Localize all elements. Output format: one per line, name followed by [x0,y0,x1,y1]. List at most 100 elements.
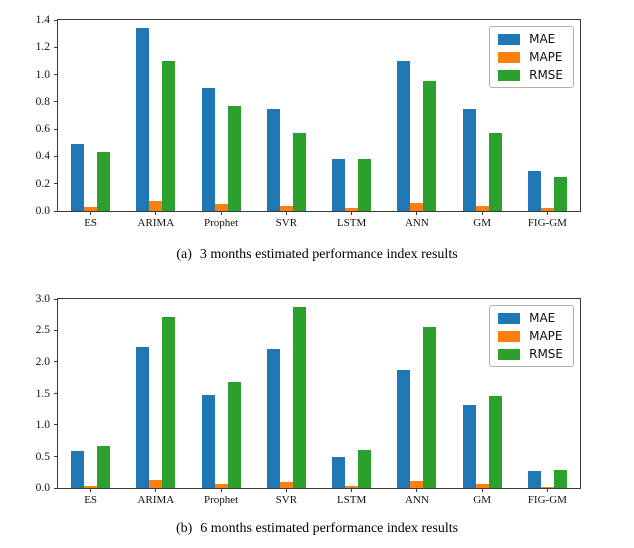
bar-mape-gm [475,484,489,488]
bar-rmse-lstm [358,449,372,488]
legend-label: MAE [529,311,556,325]
bar-mape-arima [149,480,163,488]
x-tick-mark [285,488,287,492]
x-tick-label: ES [84,217,98,229]
y-tick-mark [54,210,58,212]
legend-label: MAE [529,32,556,46]
x-tick-label: GM [473,494,491,506]
x-tick-mark [351,211,353,215]
legend: MAE MAPE RMSE [489,305,574,367]
legend: MAE MAPE RMSE [489,26,574,88]
bar-mape-gm [475,205,489,211]
y-tick-label: 0.2 [35,177,50,190]
bar-mae-arima [136,346,150,488]
bar-mae-es [71,450,85,488]
bar-mape-prophet [214,483,228,488]
x-tick-label: LSTM [336,494,367,506]
x-tick-label: SVR [275,494,298,506]
y-tick-label: 3.0 [35,293,50,305]
x-tick-mark [285,211,287,215]
bar-mape-es [84,206,98,211]
x-tick-mark [220,211,222,215]
bar-mape-svr [279,205,293,211]
bar-mae-prophet [201,88,215,211]
legend-entry-mape: MAPE [498,330,563,342]
y-tick-label: 1.2 [35,41,50,54]
bar-rmse-arima [162,60,176,211]
y-tick-mark [54,298,58,300]
x-tick-label: SVR [275,217,298,229]
x-tick-mark [546,211,548,215]
y-tick-mark [54,393,58,394]
y-tick-mark [54,101,58,103]
x-tick-mark [416,211,418,215]
chart-a-caption-text: 3 months estimated performance index res… [199,247,458,262]
x-tick-mark [351,488,353,492]
y-tick-label: 0.6 [35,123,50,136]
legend-label: RMSE [529,347,563,361]
legend-swatch-mape [498,51,521,63]
x-tick-label: Prophet [204,494,239,506]
bar-mae-lstm [332,456,346,488]
legend-swatch-mape [498,330,521,342]
bar-rmse-gm [488,396,502,488]
x-tick-mark [155,211,157,215]
bar-mae-lstm [332,159,346,211]
chart-b-caption: (b) 6 months estimated performance index … [0,521,634,537]
legend-swatch-rmse [498,69,521,81]
bar-mae-ann [397,60,411,211]
y-tick-label: 0.0 [35,482,50,494]
x-tick-label: ES [84,494,98,506]
bar-rmse-arima [162,317,176,488]
bar-mae-fig-gm [527,471,541,488]
bar-rmse-lstm [358,159,372,211]
x-tick-label: FIG-GM [527,494,567,506]
bar-mape-lstm [345,208,359,211]
bar-rmse-ann [423,81,437,211]
x-tick-mark [90,211,92,215]
bar-rmse-fig-gm [553,176,567,211]
bar-rmse-ann [423,326,437,488]
x-tick-mark [90,488,92,492]
y-tick-mark [54,487,58,489]
y-tick-label: 2.5 [35,324,50,337]
y-tick-mark [54,19,58,21]
x-tick-label: ANN [404,217,429,229]
bar-mape-svr [279,481,293,488]
legend-entry-rmse: RMSE [498,348,563,360]
x-tick-mark [481,211,483,215]
y-tick-mark [54,361,58,363]
x-tick-mark [416,488,418,492]
bar-mae-ann [397,369,411,488]
y-tick-mark [54,329,58,331]
bar-mae-es [71,144,85,211]
y-tick-mark [54,155,58,157]
legend-label: MAPE [529,329,563,343]
bar-rmse-fig-gm [553,469,567,488]
chart-b-plot-area: 0.0 0.5 1.0 1.5 2.0 2.5 3.0 ES ARIMA Prophet SVR LS… [36,293,581,506]
bar-rmse-es [97,152,111,211]
x-tick-mark [481,488,483,492]
x-tick-mark [220,488,222,492]
x-tick-label: ARIMA [137,494,175,506]
chart-a-plot-area: 0.0 0.2 0.4 0.6 0.8 1.0 1.2 1.4 ES ARIMA Prophet SV… [36,14,581,229]
bar-mae-fig-gm [527,171,541,211]
x-tick-label: ARIMA [137,217,175,229]
x-tick-label: Prophet [204,217,239,229]
legend-swatch-mae [498,33,521,45]
y-tick-label: 0.4 [35,150,50,163]
y-tick-label: 0.8 [35,95,50,108]
y-tick-label: 1.4 [35,14,50,26]
y-tick-mark [54,456,58,457]
legend-label: MAPE [529,50,563,64]
x-tick-label: ANN [404,494,429,506]
legend-entry-mape: MAPE [498,51,563,63]
bar-mape-ann [410,202,424,211]
legend-swatch-mae [498,312,521,324]
chart-b-caption-label: (b) [175,521,193,536]
y-tick-mark [54,46,58,48]
y-tick-label: 1.0 [35,418,50,431]
bar-rmse-es [97,446,111,488]
legend-swatch-rmse [498,348,521,360]
y-tick-label: 0.5 [35,450,50,463]
